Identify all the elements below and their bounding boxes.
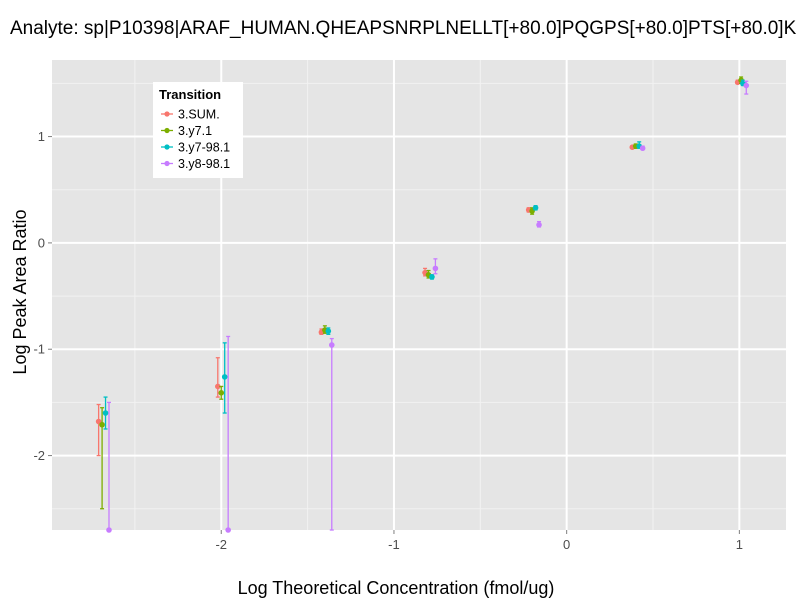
x-tick-label: 1 xyxy=(736,537,743,552)
legend-items: 3.SUM. 3.y7.1 3.y7-98.1 3.y8-98.1 xyxy=(161,108,230,171)
legend-label: 3.y7-98.1 xyxy=(178,141,230,155)
data-point xyxy=(743,82,750,89)
legend-item: 3.y7.1 xyxy=(161,124,212,138)
x-axis-title: Log Theoretical Concentration (fmol/ug) xyxy=(238,578,555,598)
y-axis-title: Log Peak Area Ratio xyxy=(10,209,30,374)
legend-key-point xyxy=(164,111,170,117)
legend: Transition 3.SUM. 3.y7.1 3.y7-98.1 3.y8-98.… xyxy=(153,82,243,178)
legend-key-point xyxy=(164,160,170,167)
legend-item: 3.SUM. xyxy=(161,108,220,122)
data-point xyxy=(639,145,646,152)
data-point xyxy=(328,342,335,348)
data-point xyxy=(432,265,439,272)
data-point xyxy=(102,410,109,416)
legend-title: Transition xyxy=(159,87,221,102)
data-point xyxy=(536,222,542,228)
chart-title: Analyte: sp|P10398|ARAF_HUMAN.QHEAPSNRPL… xyxy=(10,18,797,39)
series-1 xyxy=(99,76,744,510)
data-point xyxy=(429,274,435,280)
data-point xyxy=(214,383,221,390)
y-tick-label: 1 xyxy=(38,129,45,144)
x-axis: -2 -1 0 1 xyxy=(215,530,743,552)
x-tick-label: -1 xyxy=(388,537,400,552)
series-3 xyxy=(106,80,750,533)
y-tick-label: -2 xyxy=(33,448,45,463)
y-tick-label: 0 xyxy=(38,235,45,250)
legend-label: 3.y8-98.1 xyxy=(178,157,230,171)
data-point xyxy=(532,205,539,211)
legend-label: 3.SUM. xyxy=(178,108,220,122)
x-tick-label: -2 xyxy=(215,537,227,552)
legend-label: 3.y7.1 xyxy=(178,124,212,138)
legend-item: 3.y7-98.1 xyxy=(161,141,230,155)
data-point xyxy=(225,527,231,533)
y-axis: -2 -1 0 1 xyxy=(33,129,52,463)
legend-key-point xyxy=(164,127,170,134)
series-2 xyxy=(102,79,746,430)
major-gridlines xyxy=(52,60,786,530)
data-point xyxy=(106,527,112,533)
data-point xyxy=(218,390,225,396)
data-point xyxy=(325,328,332,334)
x-tick-label: 0 xyxy=(563,537,570,552)
legend-key-point xyxy=(164,144,170,150)
data-point xyxy=(221,374,228,380)
legend-item: 3.y8-98.1 xyxy=(161,157,230,171)
data-marks xyxy=(95,76,750,533)
data-point xyxy=(99,421,105,428)
y-tick-label: -1 xyxy=(33,342,45,357)
